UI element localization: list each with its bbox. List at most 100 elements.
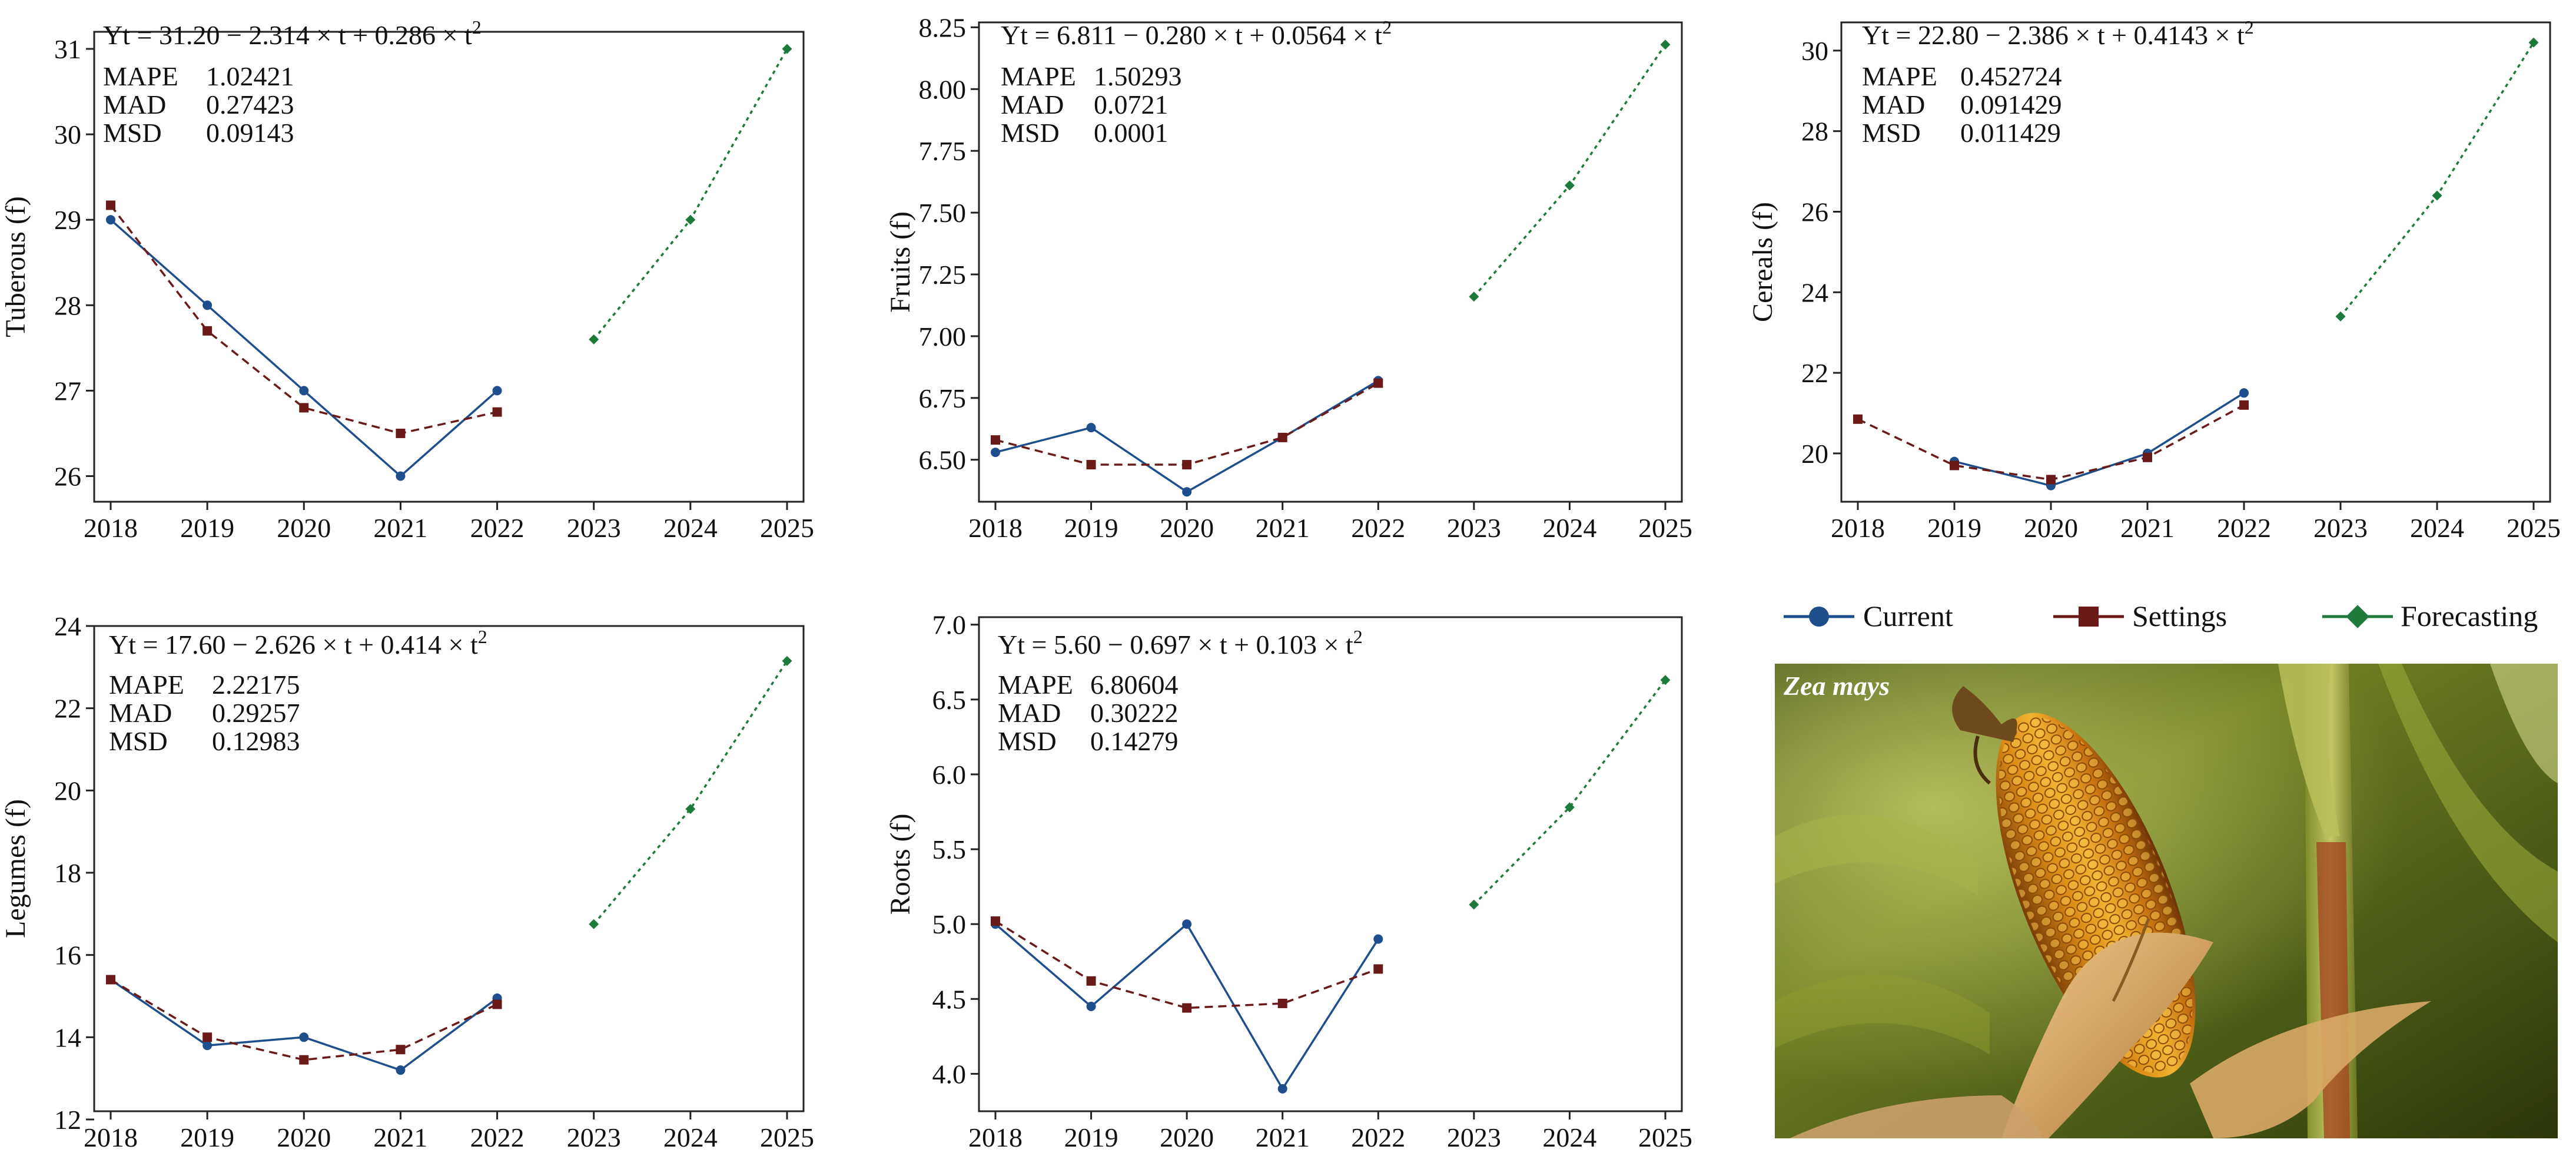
tuberous-x-tick-label: 2023 [567,513,621,543]
legumes-x-tick-label: 2018 [84,1122,138,1152]
cereals-plot-frame [1840,21,2551,503]
legend-current-label: Current [1863,599,1953,632]
tuberous-x-tick-label: 2021 [373,513,427,543]
legumes-settings-point [203,1032,213,1042]
legumes-x-tick-label: 2023 [567,1122,621,1152]
fruits-y-tick-label: 7.00 [919,322,967,352]
legumes-stat-mape-value: 2.22175 [212,670,300,700]
legend-forecasting-label: Forecasting [2401,599,2538,632]
legend-settings-marker [2079,607,2099,627]
roots-settings-line [995,920,1379,1009]
legend-settings-label: Settings [2132,599,2227,632]
tuberous-plot-frame [93,31,805,503]
legumes-settings-line [110,979,498,1061]
legumes-y-tick-label: 14 [54,1022,81,1052]
fruits-current-point [1182,487,1192,497]
legumes-forecasting-point [685,804,696,814]
chart-cereals: 2018 2019 2020 2021 2022 2023 2024 202520222426… [1747,16,2561,543]
tuberous-current-point [396,471,406,481]
tuberous-settings-point [203,326,213,336]
cereals-stat-mape-value: 0.452724 [1960,61,2062,91]
cereals-equation: Yt = 22.80 − 2.386 × t + 0.4143 × t2 [1862,16,2254,50]
legumes-y-tick-label: 24 [54,611,81,641]
roots-forecasting-line [1473,679,1667,906]
roots-y-tick-label: 6.5 [932,685,967,715]
fruits-forecasting-line [1473,44,1667,297]
photo-caption: Zea mays [1783,671,1890,701]
cereals-x-tick-label: 2023 [2313,513,2368,543]
fruits-current-point [1086,423,1096,433]
tuberous-x-tick-label: 2018 [84,513,138,543]
fruits-stat-msd-name: MSD [1001,118,1060,148]
tuberous-stat-mape-value: 1.02421 [206,61,294,91]
cereals-x-tick-label: 2020 [2024,513,2078,543]
fruits-settings-point [1373,378,1383,388]
fruits-stat-mape-value: 1.50293 [1094,61,1182,91]
tuberous-stat-mad-name: MAD [103,90,166,120]
roots-settings-point [1086,976,1096,986]
cereals-y-tick-label: 30 [1801,36,1828,66]
roots-settings-point [1373,964,1383,974]
legumes-x-tick-label: 2022 [470,1122,525,1152]
cereals-settings-point [1950,461,1959,471]
cereals-forecasting-point [2528,37,2539,48]
legumes-x-tick-label: 2024 [663,1122,718,1152]
tuberous-forecasting-point [782,44,792,54]
tuberous-forecasting-point [589,334,599,345]
fruits-y-tick-label: 7.75 [919,136,967,166]
legumes-forecasting-point [782,655,792,666]
tuberous-stat-mad-value: 0.27423 [206,90,294,120]
cereals-x-tick-label: 2018 [1831,513,1885,543]
legumes-y-tick-label: 22 [54,694,81,724]
cereals-y-tick-label: 22 [1801,358,1828,388]
fruits-stat-mape-name: MAPE [1001,61,1076,91]
tuberous-stat-mape-name: MAPE [103,61,178,91]
legumes-y-tick-label: 20 [54,776,81,806]
legumes-x-tick-label: 2021 [373,1122,427,1152]
roots-x-tick-label: 2023 [1447,1122,1501,1152]
cereals-settings-point [2143,452,2152,462]
roots-stat-msd-name: MSD [998,726,1057,756]
tuberous-x-tick-label: 2022 [470,513,525,543]
legumes-settings-point [106,975,115,985]
tuberous-settings-point [492,407,502,417]
legumes-x-tick-label: 2025 [760,1122,814,1152]
fruits-forecasting-point [1564,180,1575,191]
tuberous-y-axis-label: Tuberous (f) [0,196,31,337]
roots-x-tick-label: 2018 [968,1122,1023,1152]
chart-roots: 2018 2019 2020 2021 2022 2023 2024 2025 4.0 4.5 5.… [885,610,1692,1152]
cereals-forecasting-point [2335,311,2346,322]
legumes-equation: Yt = 17.60 − 2.626 × t + 0.414 × t2 [109,626,487,660]
cereals-y-axis-label: Cereals (f) [1747,202,1778,322]
tuberous-current-point [203,300,213,310]
cereals-x-tick-label: 2019 [1927,513,1981,543]
roots-settings-point [1277,998,1287,1008]
fruits-x-tick-label: 2021 [1256,513,1310,543]
roots-y-tick-label: 4.0 [932,1059,967,1089]
tuberous-x-tick-label: 2020 [277,513,331,543]
fruits-settings-point [1277,432,1287,442]
roots-stat-msd-value: 0.14279 [1090,726,1179,756]
roots-y-tick-label: 4.5 [932,984,967,1014]
fruits-y-tick-label: 6.50 [919,445,967,475]
tuberous-y-tick-label: 27 [54,376,81,406]
tuberous-settings-point [106,200,115,210]
cereals-y-tick-label: 24 [1801,277,1828,307]
tuberous-current-point [492,386,502,396]
roots-y-axis-label: Roots (f) [885,814,916,915]
tuberous-settings-point [299,403,309,413]
legumes-y-tick-label: 18 [54,858,81,888]
tuberous-x-tick-label: 2025 [760,513,814,543]
fruits-x-tick-label: 2024 [1542,513,1596,543]
cereals-stat-msd-value: 0.011429 [1960,118,2061,148]
legumes-stat-msd-name: MSD [109,726,168,756]
roots-settings-point [991,916,1000,926]
fruits-y-tick-label: 7.25 [919,260,967,290]
fruits-stat-mad-value: 0.0721 [1094,90,1169,120]
cereals-forecasting-point [2432,190,2442,201]
roots-y-tick-label: 6.0 [932,760,967,790]
cereals-stat-mape-name: MAPE [1862,61,1937,91]
cereals-current-point [2239,388,2249,398]
roots-forecasting-point [1660,675,1671,685]
roots-forecasting-point [1564,802,1575,813]
